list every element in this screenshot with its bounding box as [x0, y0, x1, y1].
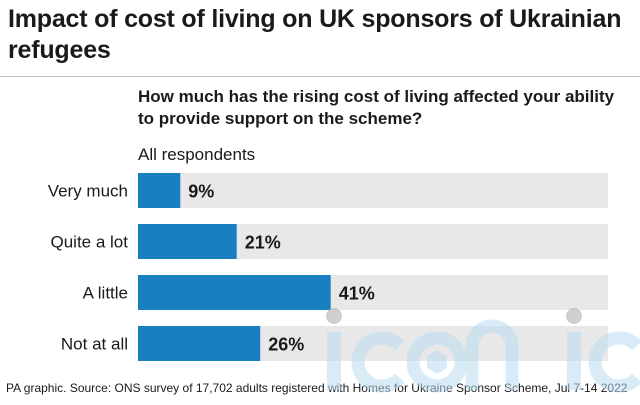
value-label: 9%: [188, 182, 214, 202]
value-label: 26%: [268, 335, 304, 355]
category-label: Quite a lot: [51, 233, 129, 252]
bar-chart: Very much 9% Quite a lot 21% A little 41% Not …: [48, 173, 608, 361]
value-label: 41%: [339, 284, 375, 304]
bar-track: [138, 173, 608, 208]
bar-very-much: [138, 173, 181, 208]
chart-title: Impact of cost of living on UK sponsors …: [8, 5, 622, 64]
category-label: A little: [83, 284, 128, 303]
bar-a-little: [138, 275, 331, 310]
chart-question: How much has the rising cost of living a…: [138, 87, 615, 128]
title-divider: [0, 76, 640, 77]
bar-quite-a-lot: [138, 224, 237, 259]
source-note: PA graphic. Source: ONS survey of 17,702…: [6, 381, 628, 395]
value-label: 21%: [245, 233, 281, 253]
bar-not-at-all: [138, 326, 261, 361]
chart-subtitle: All respondents: [138, 145, 256, 164]
category-label: Very much: [48, 182, 128, 201]
category-label: Not at all: [61, 335, 128, 354]
